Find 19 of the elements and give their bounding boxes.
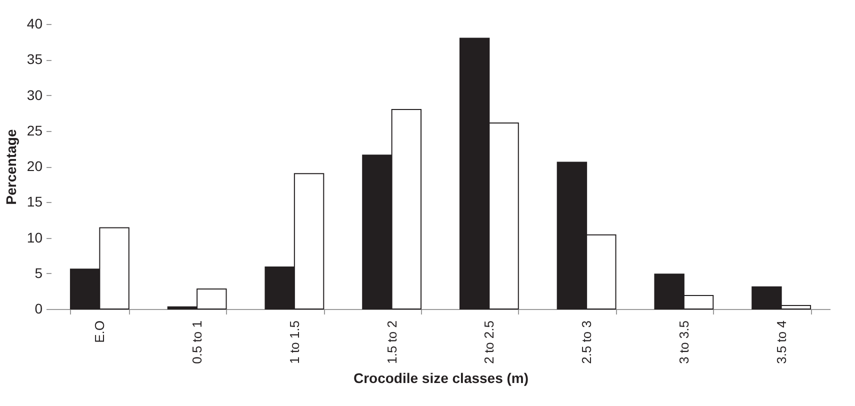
x-tick-label: 3 to 3.5 <box>676 320 692 364</box>
x-tick-label: 2.5 to 3 <box>579 320 594 364</box>
x-tick-label: 1 to 1.5 <box>286 320 302 364</box>
y-axis-title: Percentage <box>2 129 19 205</box>
y-tick-label: 20 <box>26 158 43 174</box>
y-tick-label: 40 <box>26 16 43 32</box>
y-tick-label: 10 <box>26 229 43 246</box>
x-axis-title: Crocodile size classes (m) <box>353 370 529 386</box>
y-tick-label: 0 <box>34 300 43 316</box>
x-tick-label: E.O <box>92 320 108 343</box>
y-tick-label: 5 <box>34 264 43 281</box>
x-tick-label: 1.5 to 2 <box>384 320 400 364</box>
x-tick-label: 0.5 to 1 <box>190 320 205 364</box>
y-tick-label: 30 <box>26 86 43 103</box>
y-tick-label: 25 <box>26 122 43 138</box>
y-tick-label: 15 <box>26 194 43 210</box>
x-tick-label: 3.5 to 4 <box>774 320 789 364</box>
x-tick-label: 2 to 2.5 <box>482 320 497 364</box>
y-tick-label: 35 <box>26 51 43 68</box>
